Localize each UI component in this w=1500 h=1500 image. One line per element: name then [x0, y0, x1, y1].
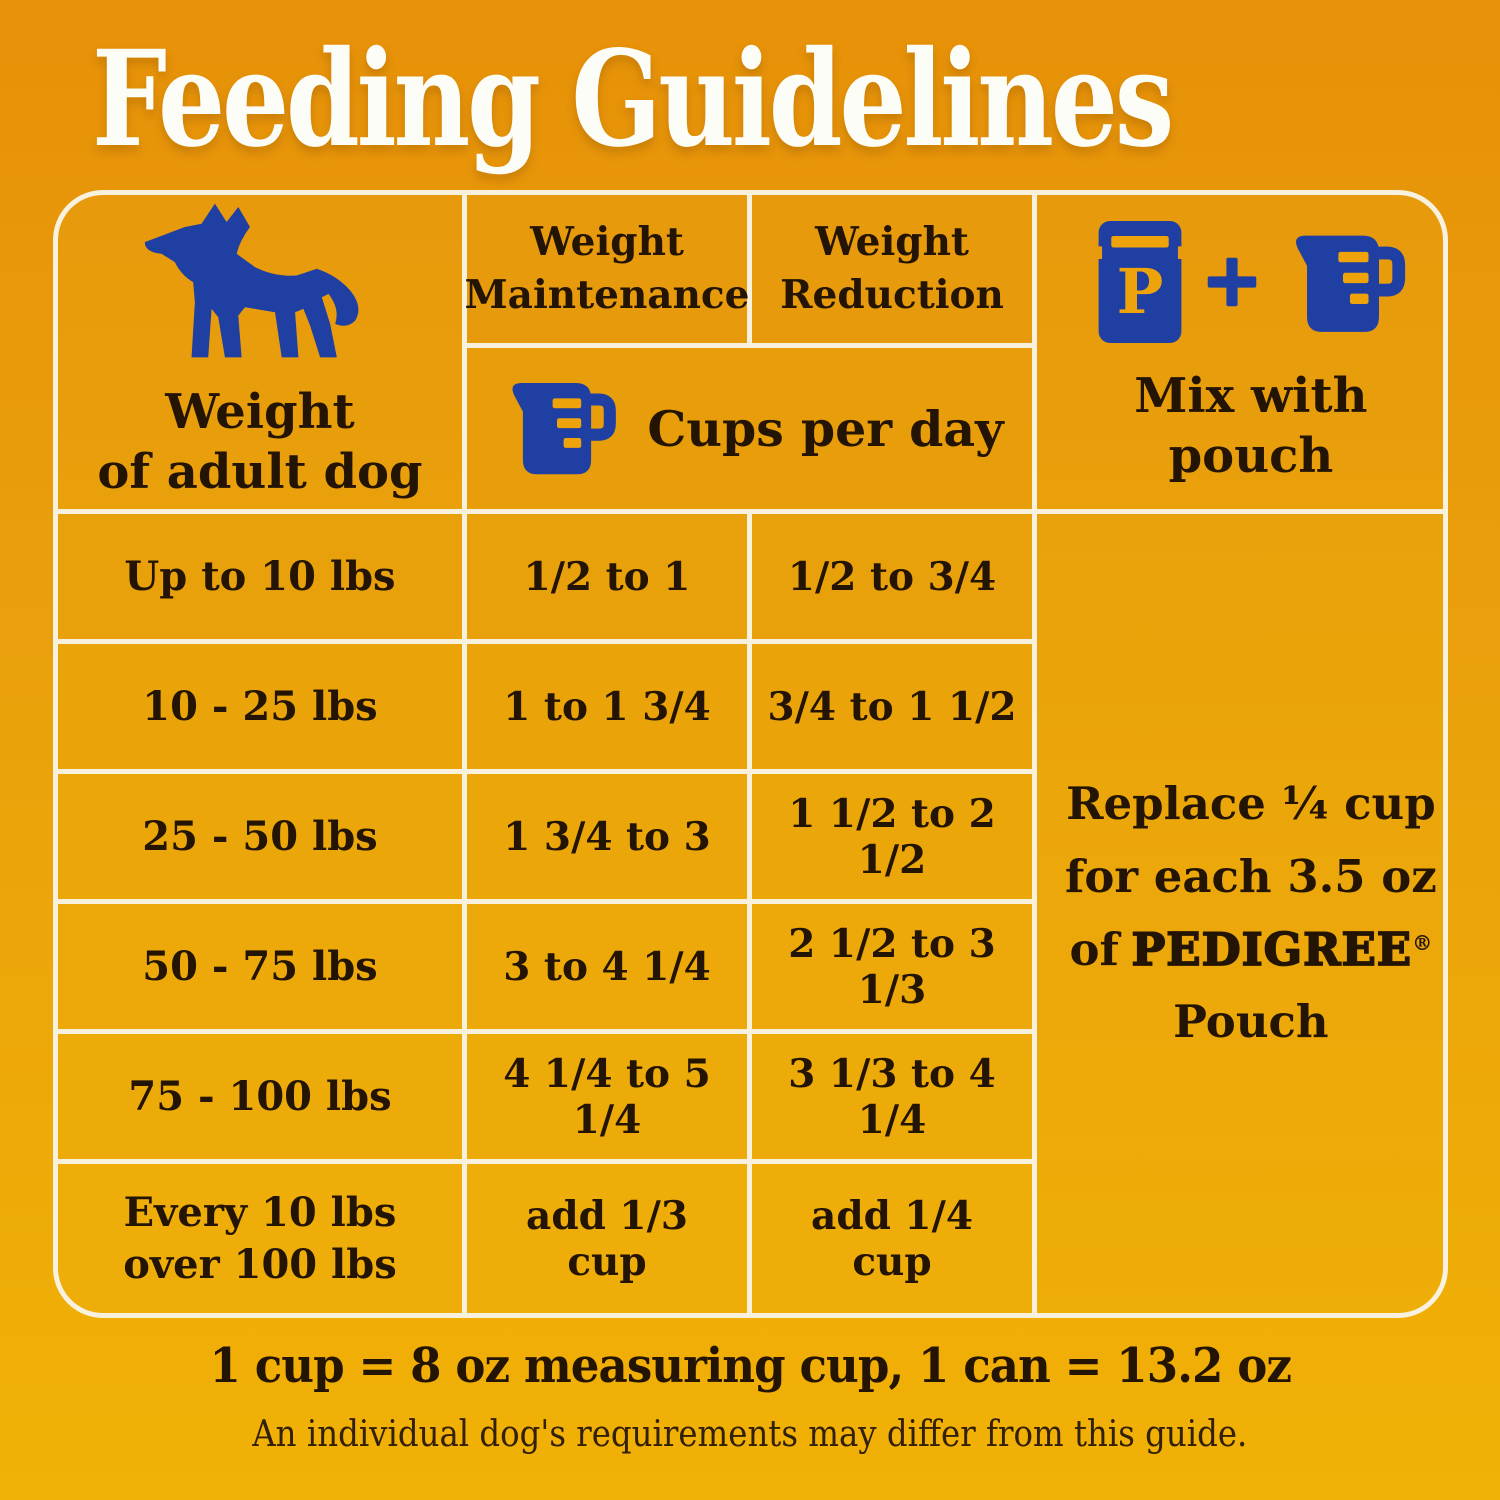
maintenance-value: 1 to 1 3/4: [503, 683, 711, 730]
weight-range: 10 - 25 lbs: [142, 682, 378, 730]
maintenance-value: 1 3/4 to 3: [503, 813, 711, 860]
maintenance-value: 1/2 to 1: [523, 553, 691, 600]
maintenance-value: 4 1/4 to 5 1/4: [503, 1050, 711, 1143]
pouch-icon: P: [1093, 218, 1186, 350]
cups-per-day-label: Cups per day: [647, 399, 1004, 458]
replace-note-cell: Replace ¼ cup for each 3.5 oz of PEDIGREE…: [1037, 514, 1443, 1313]
weight-maintenance-header-cell: Weight Maintenance: [464, 195, 750, 343]
maintenance-value: add 1/3 cup: [526, 1192, 688, 1285]
mix-with-pouch-cell: P Mix with pouch: [1037, 195, 1443, 509]
pedigree-brand: PEDIGREE: [1131, 922, 1413, 977]
table-row-reduction: 2 1/2 to 3 1/3: [752, 904, 1032, 1029]
weight-range: Up to 10 lbs: [124, 552, 396, 600]
cup-equivalence-text: 1 cup = 8 oz measuring cup, 1 can = 13.2…: [209, 1338, 1291, 1394]
page-title: Feeding Guidelines: [92, 22, 1174, 177]
reduction-value: 3 1/3 to 4 1/4: [788, 1050, 996, 1143]
replace-note-line3: of PEDIGREE®: [1069, 914, 1432, 987]
table-row-weight: 25 - 50 lbs: [58, 774, 462, 899]
weight-reduction-header-cell: Weight Reduction: [752, 195, 1032, 343]
table-row-maintenance: 3 to 4 1/4: [467, 904, 747, 1029]
table-row-maintenance: 1/2 to 1: [467, 514, 747, 639]
replace-note-line2: for each 3.5 oz: [1065, 849, 1437, 903]
mix-with-pouch-label: Mix with pouch: [1134, 368, 1368, 484]
measuring-cup-icon: [495, 372, 619, 486]
weight-of-adult-dog-cell: Weight of adult dog: [58, 195, 462, 509]
reduction-value: 2 1/2 to 3 1/3: [788, 920, 996, 1013]
table-row-weight: 75 - 100 lbs: [58, 1034, 462, 1159]
weight-range: 50 - 75 lbs: [142, 942, 378, 990]
reduction-value: 1/2 to 3/4: [787, 553, 997, 600]
cup-equivalence-note: 1 cup = 8 oz measuring cup, 1 can = 13.2…: [0, 1338, 1500, 1394]
table-row-weight: 10 - 25 lbs: [58, 644, 462, 769]
table-row-reduction: 1/2 to 3/4: [752, 514, 1032, 639]
table-row-reduction: 1 1/2 to 2 1/2: [752, 774, 1032, 899]
table-row-weight: 50 - 75 lbs: [58, 904, 462, 1029]
table-row-maintenance: 4 1/4 to 5 1/4: [467, 1034, 747, 1159]
feeding-guidelines-table: Weight of adult dog Weight Maintenance W…: [53, 190, 1448, 1318]
replace-note-line1: Replace ¼ cup: [1066, 776, 1436, 830]
table-row-reduction: 3 1/3 to 4 1/4: [752, 1034, 1032, 1159]
replace-note-line4: Pouch: [1173, 995, 1329, 1049]
table-row-maintenance: 1 to 1 3/4: [467, 644, 747, 769]
table-row-reduction: 3/4 to 1 1/2: [752, 644, 1032, 769]
disclaimer-note: An individual dog's requirements may dif…: [0, 1414, 1500, 1455]
table-row-weight: Every 10 lbs over 100 lbs: [58, 1164, 462, 1313]
replace-note-of: of: [1069, 922, 1119, 976]
weight-range: 25 - 50 lbs: [142, 812, 378, 860]
plus-icon: [1204, 254, 1260, 314]
table-row-maintenance: add 1/3 cup: [467, 1164, 747, 1313]
registered-mark: ®: [1412, 930, 1433, 955]
reduction-value: 3/4 to 1 1/2: [767, 683, 1017, 730]
maintenance-value: 3 to 4 1/4: [503, 943, 711, 990]
weight-range: Every 10 lbs over 100 lbs: [123, 1188, 397, 1288]
mix-icons: P: [1093, 218, 1408, 350]
table-row-maintenance: 1 3/4 to 3: [467, 774, 747, 899]
pouch-letter: P: [1117, 255, 1164, 328]
weight-range: 75 - 100 lbs: [128, 1072, 392, 1120]
measuring-cup-icon: [1278, 223, 1408, 345]
cups-per-day-cell: Cups per day: [467, 348, 1032, 509]
table-row-weight: Up to 10 lbs: [58, 514, 462, 639]
weight-of-adult-dog-label: Weight of adult dog: [97, 384, 423, 500]
weight-reduction-label: Weight Reduction: [780, 219, 1004, 318]
weight-maintenance-label: Weight Maintenance: [464, 219, 750, 318]
dog-icon: [134, 202, 386, 368]
reduction-value: 1 1/2 to 2 1/2: [788, 790, 996, 883]
table-row-reduction: add 1/4 cup: [752, 1164, 1032, 1313]
disclaimer-text: An individual dog's requirements may dif…: [252, 1414, 1248, 1455]
reduction-value: add 1/4 cup: [811, 1192, 973, 1285]
